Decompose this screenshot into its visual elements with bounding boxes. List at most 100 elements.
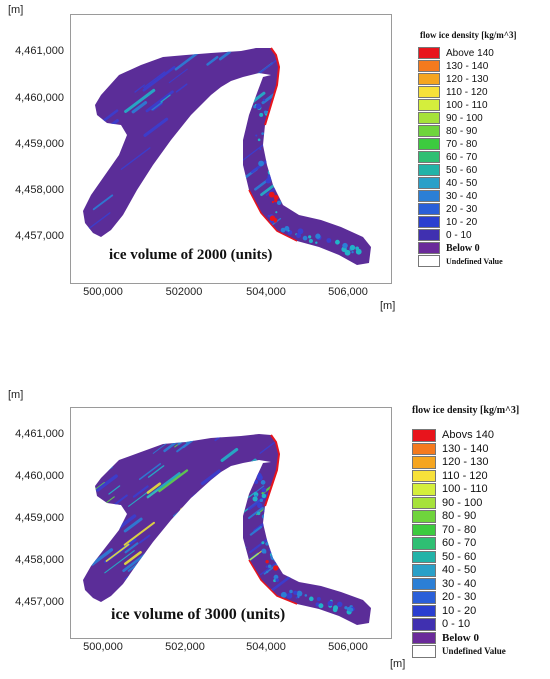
x-tick-label: 506,000 — [328, 286, 368, 298]
legend-item: 10 - 20 — [412, 604, 477, 617]
legend-swatch — [418, 229, 440, 241]
map-edge-highlight — [264, 434, 281, 507]
map-plot-area: ice volume of 2000 (units) — [70, 14, 392, 284]
y-tick-label: 4,458,000 — [15, 554, 64, 566]
density-legend: flow ice density [kg/m^3] Abovs 140 130 -… — [412, 405, 548, 658]
legend-item: 120 - 130 — [412, 456, 488, 469]
legend-swatch — [418, 216, 440, 228]
legend-item: 110 - 120 — [412, 469, 488, 482]
legend-item: 0 - 10 — [418, 229, 472, 241]
legend-swatch — [418, 190, 440, 202]
legend-label: 110 - 120 — [442, 469, 488, 482]
legend-swatch — [412, 496, 436, 509]
y-axis-unit: [m] — [8, 4, 24, 16]
map-plot-area: ice volume of 3000 (units) — [70, 407, 392, 639]
legend-label: Undefined Value — [446, 256, 503, 266]
legend-swatch — [418, 112, 440, 124]
x-tick-label: 500,000 — [83, 641, 123, 653]
legend-swatch — [412, 483, 436, 496]
y-tick-label: 4,457,000 — [15, 230, 64, 242]
legend-label: 20 - 30 — [446, 203, 478, 215]
legend-item: 80 - 90 — [418, 125, 477, 137]
legend-item: Below 0 — [412, 631, 479, 644]
legend-label: 70 - 80 — [446, 138, 478, 150]
legend-swatch — [412, 442, 436, 455]
legend-label: Below 0 — [442, 631, 479, 644]
legend-item: Above 140 — [418, 47, 494, 59]
x-tick-label: 502000 — [165, 286, 203, 298]
legend-swatch — [418, 242, 440, 254]
legend-swatch — [412, 523, 436, 536]
legend-label: 20 - 30 — [442, 591, 477, 604]
legend-item: 80 - 90 — [412, 510, 476, 523]
legend-label: 30 - 40 — [442, 577, 477, 590]
y-tick-label: 4,458,000 — [15, 184, 64, 196]
legend-item: 70 - 80 — [412, 523, 477, 536]
legend-swatch — [418, 151, 440, 163]
x-tick-label: 506,000 — [328, 641, 368, 653]
legend-swatch — [418, 255, 440, 267]
legend-item: 90 - 100 — [412, 496, 482, 509]
map-panel-2000: [m] ice volume of 2000 (units) 4,461,000… — [0, 0, 550, 330]
legend-label: 60 - 70 — [442, 537, 477, 550]
map-edge-highlight — [248, 559, 298, 605]
legend-item: 30 - 40 — [418, 190, 477, 202]
legend-title: flow ice density [kg/m^3] — [412, 405, 520, 416]
legend-item: Undefined Value — [412, 645, 506, 658]
legend-item: 120 - 130 — [418, 73, 488, 85]
legend-item: 110 - 120 — [418, 86, 488, 98]
density-legend: flow ice density [kg/m^3] Above 140 130 -… — [418, 30, 548, 280]
legend-item: 50 - 60 — [412, 550, 477, 563]
legend-swatch — [412, 537, 436, 550]
legend-label: 60 - 70 — [446, 151, 478, 163]
legend-swatch — [418, 138, 440, 150]
legend-swatch — [418, 203, 440, 215]
legend-swatch — [412, 550, 436, 563]
legend-label: 100 - 110 — [446, 99, 488, 111]
ice-density-map — [83, 434, 371, 625]
legend-item: 40 - 50 — [412, 564, 476, 577]
y-tick-label: 4,460,000 — [15, 470, 64, 482]
legend-label: 70 - 80 — [442, 523, 477, 536]
legend-label: 0 - 10 — [446, 229, 472, 241]
legend-swatch — [412, 510, 436, 523]
legend-swatch — [412, 456, 436, 469]
legend-swatch — [412, 564, 436, 577]
legend-label: 10 - 20 — [446, 216, 478, 228]
legend-item: 130 - 140 — [418, 60, 488, 72]
legend-item: 100 - 110 — [412, 483, 488, 496]
legend-label: 40 - 50 — [446, 177, 478, 189]
legend-swatch — [418, 86, 440, 98]
legend-item: 70 - 80 — [418, 138, 477, 150]
legend-label: 130 - 140 — [446, 60, 489, 72]
legend-label: Abovs 140 — [442, 429, 494, 442]
legend-item: 20 - 30 — [418, 203, 477, 215]
legend-label: 120 - 130 — [442, 456, 489, 469]
legend-item: 130 - 140 — [412, 442, 489, 455]
y-tick-label: 4,459,000 — [15, 512, 64, 524]
legend-swatch — [418, 125, 440, 137]
legend-swatch — [418, 73, 440, 85]
legend-label: 50 - 60 — [446, 164, 478, 176]
map-caption: ice volume of 2000 (units) — [109, 247, 273, 263]
legend-label: 10 - 20 — [442, 604, 477, 617]
legend-swatch — [418, 60, 440, 72]
ice-density-map — [83, 47, 371, 265]
y-tick-label: 4,461,000 — [15, 45, 64, 57]
legend-swatch — [412, 469, 436, 482]
legend-label: 130 - 140 — [442, 442, 489, 455]
legend-label: 0 - 10 — [442, 618, 471, 631]
y-axis-unit: [m] — [8, 389, 24, 401]
legend-swatch — [418, 99, 440, 111]
legend-item: 60 - 70 — [412, 537, 476, 550]
legend-item: 20 - 30 — [412, 591, 476, 604]
x-tick-label: 504,000 — [246, 286, 286, 298]
x-tick-label: 502,000 — [165, 641, 205, 653]
legend-swatch — [412, 618, 436, 631]
map-panel-3000: [m] ice volume of 3000 (units) 4,461,000… — [0, 385, 550, 679]
y-tick-label: 4,461,000 — [15, 428, 64, 440]
map-caption: ice volume of 3000 (units) — [111, 606, 286, 623]
legend-item: 90 - 100 — [418, 112, 483, 124]
map-edge-highlight — [248, 189, 298, 242]
legend-label: 50 - 60 — [442, 550, 477, 563]
